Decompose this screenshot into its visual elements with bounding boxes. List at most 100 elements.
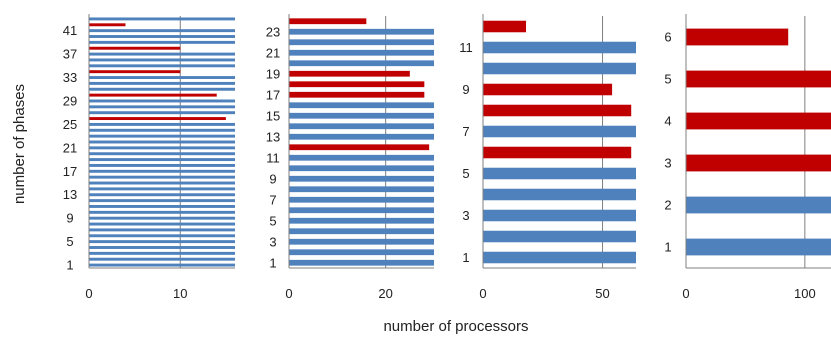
- bar-phase-1: [686, 238, 831, 256]
- bar-phase-6: [483, 146, 632, 159]
- y-tick-label: 21: [266, 45, 280, 60]
- bar-phase-30: [89, 93, 217, 97]
- bar-phase-18: [289, 81, 425, 88]
- y-tick-label: 37: [63, 47, 77, 62]
- bar-phase-1: [89, 263, 235, 267]
- bar-phase-28: [89, 105, 235, 109]
- bar-phase-1: [289, 259, 434, 266]
- bar-phase-4: [686, 112, 831, 130]
- y-tick-label: 19: [266, 66, 280, 81]
- bar-phase-2: [686, 196, 831, 214]
- bar-phase-21: [89, 146, 235, 150]
- y-tick-label: 7: [462, 124, 469, 139]
- y-tick-label: 5: [269, 213, 276, 228]
- y-axis-title: number of phases: [11, 84, 28, 204]
- x-tick-label: 100: [794, 286, 816, 301]
- bar-phase-5: [289, 217, 434, 224]
- bar-phase-6: [686, 28, 789, 46]
- bar-phase-13: [289, 133, 434, 140]
- bar-phase-16: [89, 175, 235, 179]
- y-tick-label: 21: [63, 140, 77, 155]
- bar-phase-18: [89, 163, 235, 167]
- bar-phase-17: [289, 91, 425, 98]
- bar-phase-6: [289, 207, 434, 214]
- bar-phase-2: [289, 249, 434, 256]
- bar-phase-8: [89, 222, 235, 226]
- bar-phase-15: [289, 112, 434, 119]
- bar-phase-43: [89, 17, 235, 21]
- bar-phase-9: [483, 83, 613, 96]
- y-tick-label: 11: [459, 40, 473, 55]
- y-tick-label: 1: [462, 250, 469, 265]
- y-tick-label: 3: [269, 234, 276, 249]
- bar-phase-20: [89, 152, 235, 156]
- y-tick-label: 13: [266, 129, 280, 144]
- bar-phase-2: [483, 230, 636, 243]
- y-tick-label: 11: [266, 150, 280, 165]
- bar-phase-16: [289, 102, 434, 109]
- bar-phase-42: [89, 23, 126, 27]
- bar-phase-7: [89, 228, 235, 232]
- bar-phase-6: [89, 234, 235, 238]
- bar-phase-36: [89, 58, 235, 62]
- y-tick-label: 1: [66, 258, 73, 273]
- bar-phase-10: [89, 210, 235, 214]
- bar-phase-31: [89, 87, 235, 91]
- y-tick-label: 13: [63, 187, 77, 202]
- bar-phase-32: [89, 81, 235, 85]
- bar-phase-4: [483, 188, 636, 201]
- y-tick-label: 6: [664, 30, 671, 45]
- bar-phase-22: [289, 39, 434, 46]
- chart-panel-4: 1 2 3 4 5 6 0 100: [664, 14, 831, 301]
- bar-phase-12: [289, 144, 430, 151]
- y-tick-label: 2: [664, 198, 671, 213]
- bar-phase-8: [289, 186, 434, 193]
- bar-phase-21: [289, 49, 434, 56]
- bar-phase-4: [289, 228, 434, 235]
- x-tick-label: 0: [479, 286, 486, 301]
- x-tick-label: 0: [85, 286, 92, 301]
- bar-phase-23: [289, 28, 434, 35]
- bar-phase-14: [289, 123, 434, 130]
- bar-phase-38: [89, 46, 181, 50]
- y-tick-label: 41: [63, 23, 77, 38]
- bar-phase-9: [89, 216, 235, 220]
- y-tick-label: 9: [269, 171, 276, 186]
- bar-phase-40: [89, 35, 235, 38]
- y-tick-label: 1: [269, 255, 276, 270]
- bar-phase-13: [89, 193, 235, 197]
- bar-phase-2: [89, 257, 235, 261]
- y-tick-label: 7: [269, 192, 276, 207]
- bar-phase-33: [89, 76, 235, 79]
- y-tick-label: 9: [462, 82, 469, 97]
- y-tick-label: 5: [664, 72, 671, 87]
- bar-phase-12: [89, 199, 235, 203]
- bar-phase-14: [89, 187, 235, 191]
- x-tick-label: 0: [285, 286, 292, 301]
- bar-phase-19: [89, 158, 235, 162]
- y-tick-label: 17: [266, 87, 280, 102]
- bar-phase-39: [89, 40, 235, 44]
- x-tick-label: 20: [378, 286, 392, 301]
- bar-phase-11: [89, 205, 235, 208]
- y-tick-label: 3: [462, 208, 469, 223]
- bar-phase-5: [89, 240, 235, 244]
- bar-phase-12: [483, 20, 527, 33]
- y-tick-label: 23: [266, 24, 280, 39]
- bar-phase-11: [483, 41, 636, 54]
- bar-phase-3: [89, 251, 235, 255]
- bar-phase-20: [289, 60, 434, 67]
- bar-phase-10: [483, 62, 636, 75]
- bar-phase-3: [686, 154, 831, 172]
- bar-phase-1: [483, 251, 636, 264]
- bar-phase-26: [89, 117, 226, 121]
- y-tick-label: 17: [63, 164, 77, 179]
- x-tick-label: 50: [595, 286, 609, 301]
- bar-phase-35: [89, 64, 235, 68]
- bar-phase-34: [89, 70, 181, 74]
- bar-phase-25: [89, 122, 235, 126]
- bar-phase-5: [483, 167, 636, 180]
